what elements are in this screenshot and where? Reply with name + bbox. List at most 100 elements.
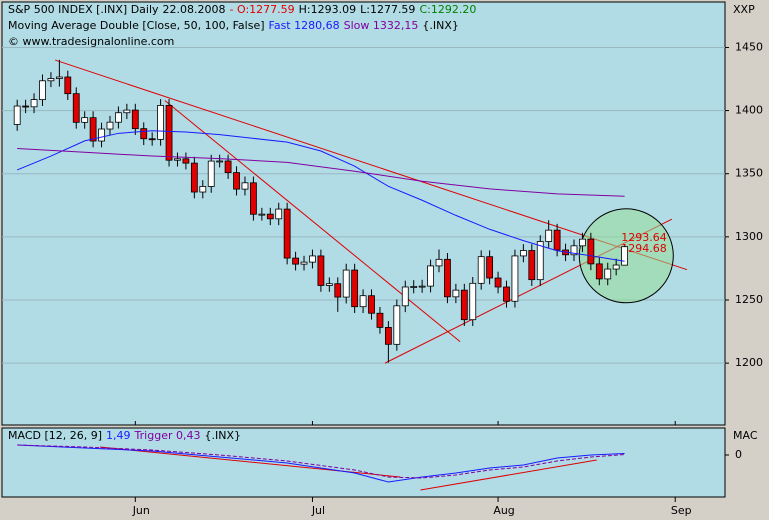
header-text: L:1277.59: [360, 3, 415, 16]
candle-body: [55, 76, 63, 79]
trend-line: [54, 59, 688, 271]
candle-body: [368, 295, 375, 314]
header-text: 1,49: [106, 429, 131, 442]
candle-body: [553, 229, 561, 251]
candle-body: [401, 286, 409, 307]
header-line: © www.tradesignalonline.com: [8, 35, 174, 48]
macd-panel: [1, 427, 726, 498]
candle-body: [233, 172, 240, 190]
y-tick-label: 1250: [735, 293, 763, 306]
x-tick-label: Jun: [132, 504, 150, 517]
y-tick-label: 0: [735, 448, 742, 461]
candle-body: [418, 285, 426, 288]
series-line: [17, 444, 625, 483]
candle-body: [384, 326, 392, 345]
candle-body: [283, 208, 291, 259]
header-line: S&P 500 INDEX [.INX] Daily 22.08.2008 - O:…: [8, 3, 476, 16]
candle-body: [621, 246, 629, 266]
candle-body: [39, 80, 46, 101]
x-tick-label: Sep: [671, 504, 692, 517]
candle-body: [486, 256, 494, 279]
candle-body: [30, 99, 38, 108]
candle-body: [612, 264, 620, 270]
header-line: MACD [12, 26, 9] 1,49 Trigger 0,43 {.INX}: [8, 429, 241, 442]
candle-body: [115, 112, 122, 123]
y-tick-label: 1450: [735, 40, 763, 53]
candle-body: [604, 268, 612, 280]
candle-body: [579, 238, 586, 247]
candle-body: [359, 295, 367, 308]
candle-body: [64, 76, 72, 95]
candle-body: [427, 265, 434, 287]
candle-body: [22, 105, 30, 108]
y-tick-label: 1200: [735, 356, 763, 369]
header-text: {.INX}: [204, 429, 241, 442]
header-text: - O:1277.59: [230, 3, 295, 16]
candle-body: [13, 105, 21, 125]
y-tick-label: 1350: [735, 167, 763, 180]
candle-body: [528, 250, 536, 281]
header-text: C:1292.20: [419, 3, 476, 16]
y-tick-label: 1300: [735, 230, 763, 243]
candle-body: [106, 121, 114, 130]
candle-body: [174, 158, 181, 161]
price-panel: [1, 1, 726, 426]
candle-body: [148, 138, 156, 141]
candle-body: [452, 289, 460, 298]
candle-body: [477, 256, 485, 284]
corner-label: XXP: [733, 3, 755, 16]
candle-body: [469, 282, 477, 321]
circle-label: 1293.64: [621, 231, 667, 244]
candle-body: [292, 257, 299, 265]
candle-body: [494, 277, 502, 288]
y-tick-label: 1400: [735, 104, 763, 117]
corner-label: MAC: [733, 429, 758, 442]
candle-body: [570, 245, 578, 256]
candle-body: [545, 229, 553, 242]
candle-body: [182, 158, 190, 164]
candle-body: [595, 263, 603, 280]
candle-body: [157, 105, 165, 140]
candle-body: [351, 269, 359, 308]
candle-body: [317, 255, 325, 286]
header-text: MACD [12, 26, 9]: [8, 429, 102, 442]
candle-body: [207, 160, 215, 187]
candle-body: [536, 241, 544, 281]
header-text: H:1293.09: [299, 3, 356, 16]
series-line: [17, 444, 625, 479]
series-line: [17, 147, 625, 197]
candle-body: [393, 305, 401, 345]
candle-body: [325, 283, 333, 286]
x-tick-label: Jul: [311, 504, 325, 517]
candle-body: [503, 286, 510, 302]
candle-body: [587, 238, 595, 265]
candle-body: [81, 117, 89, 123]
candle-body: [519, 250, 527, 257]
series-line: [16, 130, 625, 262]
candle-body: [123, 109, 131, 114]
candle-body: [275, 208, 283, 220]
candle-body: [131, 109, 139, 130]
candle-body: [460, 289, 468, 321]
candle-body: [376, 312, 384, 328]
candle-body: [216, 160, 224, 163]
candle-body: [199, 186, 207, 193]
trend-line: [164, 100, 461, 343]
candle-body: [444, 258, 451, 298]
candle-body: [72, 93, 80, 123]
candle-body: [435, 258, 443, 267]
candle-body: [309, 255, 316, 263]
plot-area: [17, 444, 625, 491]
trend-line: [420, 459, 597, 491]
x-tick-label: Aug: [493, 504, 514, 517]
header-text: S&P 500 INDEX [.INX] Daily: [8, 3, 159, 16]
candle-body: [190, 162, 198, 193]
header-text: Moving Average Double [Close, 50, 100, F…: [8, 19, 265, 32]
header-text: Slow 1332,15: [344, 19, 419, 32]
candle-body: [300, 261, 308, 265]
header-text: 22.08.2008: [163, 3, 226, 16]
header-text: Fast 1280,68: [269, 19, 340, 32]
candle-body: [410, 286, 418, 288]
